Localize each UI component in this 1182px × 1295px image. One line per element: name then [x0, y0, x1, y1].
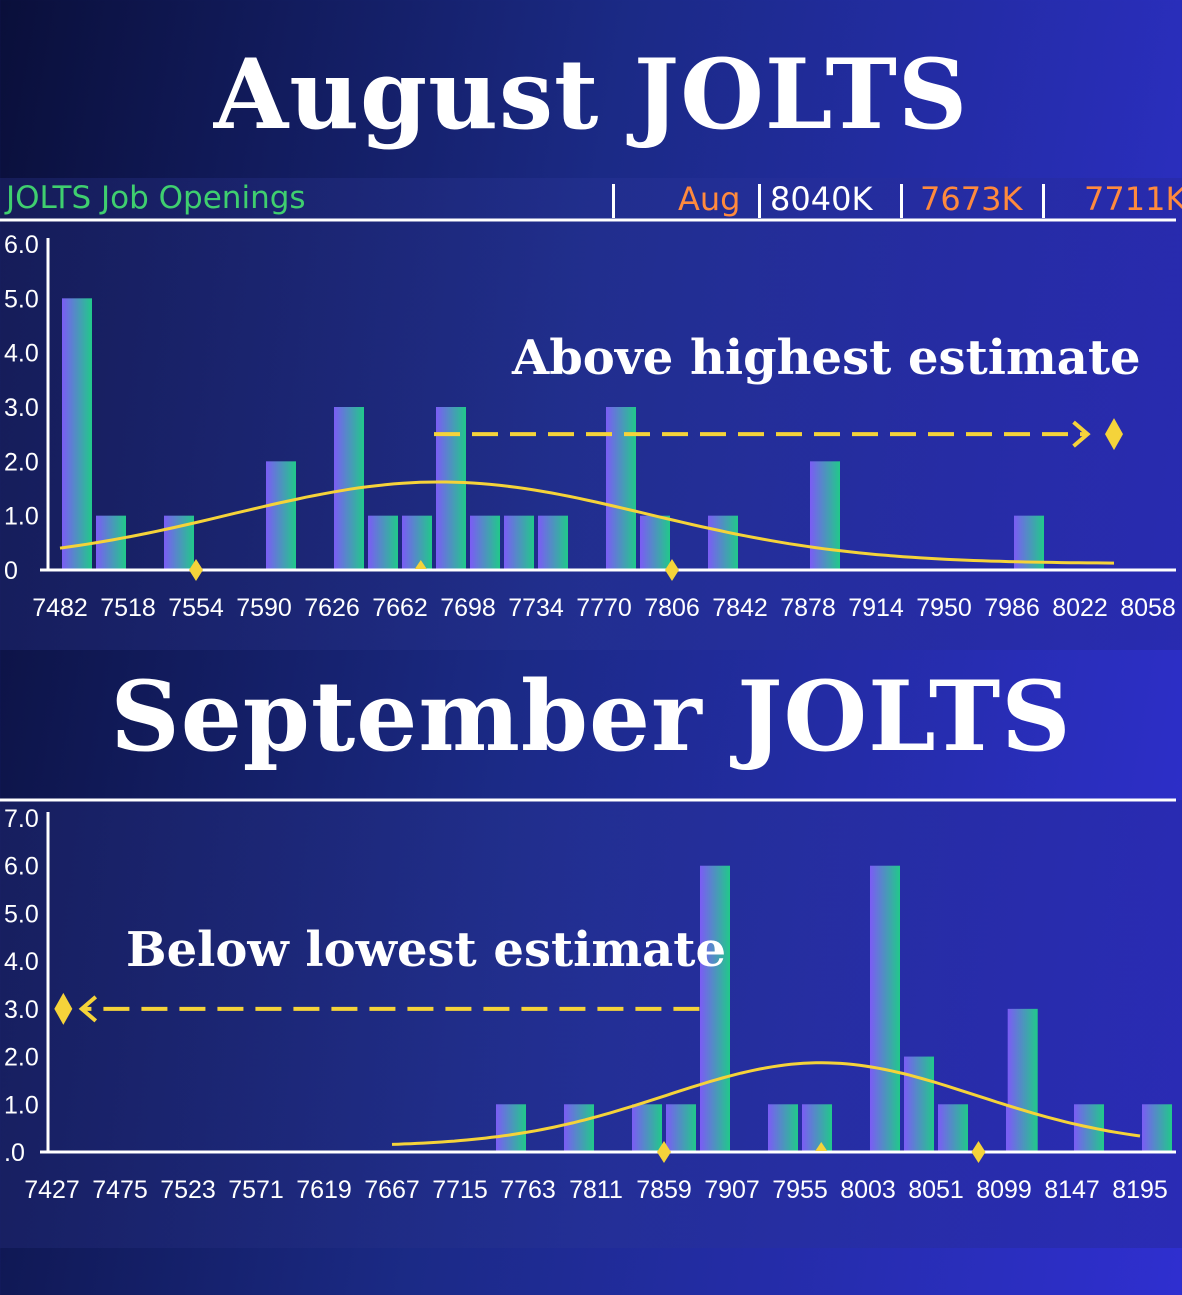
y-tick-label: 1.0 — [4, 1091, 39, 1119]
histogram-bar — [666, 1104, 696, 1152]
august-annotation: Above highest estimate — [512, 330, 1141, 386]
consensus-marker — [414, 560, 427, 569]
x-tick-label: 7986 — [984, 594, 1040, 622]
y-tick-label: 2.0 — [4, 448, 39, 476]
histogram-bar — [504, 515, 534, 570]
y-tick-label: 1.0 — [4, 503, 39, 531]
histogram-bar — [62, 298, 92, 570]
x-tick-label: 7518 — [100, 594, 156, 622]
histogram-bar — [368, 515, 398, 570]
x-tick-label: 7475 — [92, 1176, 148, 1204]
y-tick-label: 5.0 — [4, 285, 39, 313]
histogram-bar — [938, 1104, 968, 1152]
y-tick-label: .0 — [4, 1139, 25, 1167]
header-divider — [612, 184, 615, 218]
x-tick-label: 8022 — [1052, 594, 1108, 622]
header-divider — [1042, 184, 1045, 218]
x-tick-label: 7427 — [24, 1176, 80, 1204]
x-tick-label: 7523 — [160, 1176, 216, 1204]
x-tick-label: 7811 — [569, 1176, 623, 1204]
x-tick-label: 8058 — [1120, 594, 1176, 622]
month-label: Aug — [678, 180, 741, 218]
histogram-bar — [904, 1056, 934, 1152]
arrow-head — [78, 995, 98, 1023]
y-tick-label: 7.0 — [4, 805, 39, 833]
x-tick-label: 7590 — [236, 594, 292, 622]
histogram-bar — [402, 515, 432, 570]
previous-value: 7711K — [1084, 180, 1182, 218]
series-name-label: JOLTS Job Openings — [6, 180, 306, 216]
x-tick-label: 8003 — [840, 1176, 896, 1204]
x-tick-label: 7763 — [500, 1176, 556, 1204]
histogram-bar — [700, 865, 730, 1152]
x-tick-label: 7907 — [704, 1176, 760, 1204]
x-tick-label: 7878 — [780, 594, 836, 622]
distribution-curve — [59, 480, 1115, 565]
estimate-marker — [971, 1141, 986, 1163]
x-tick-label: 7715 — [432, 1176, 488, 1204]
histogram-bar — [768, 1104, 798, 1152]
histogram-bar — [470, 515, 500, 570]
x-tick-label: 7662 — [372, 594, 428, 622]
x-tick-label: 7554 — [168, 594, 224, 622]
actual-value: 8040K — [770, 180, 873, 218]
histogram-bar — [810, 461, 840, 570]
estimate-marker — [657, 1141, 671, 1163]
histogram-bar — [564, 1104, 594, 1152]
x-tick-label: 8051 — [908, 1176, 964, 1204]
histogram-bar — [802, 1104, 832, 1152]
x-tick-label: 7482 — [32, 594, 88, 622]
x-tick-label: 7667 — [364, 1176, 420, 1204]
histogram-bar — [538, 515, 568, 570]
estimate-marker — [189, 559, 203, 581]
header-divider — [900, 184, 903, 218]
x-tick-label: 7770 — [576, 594, 632, 622]
arrow-head — [1072, 420, 1091, 448]
x-tick-label: 8099 — [976, 1176, 1032, 1204]
y-tick-label: 4.0 — [4, 948, 39, 976]
x-tick-label: 7806 — [644, 594, 700, 622]
x-tick-label: 7626 — [304, 594, 360, 622]
august-title: August JOLTS — [213, 38, 969, 151]
histogram-bar — [1142, 1104, 1172, 1152]
consensus-value: 7673K — [920, 180, 1023, 218]
y-tick-label: 6.0 — [4, 231, 39, 259]
histogram-bar — [640, 515, 670, 570]
x-tick-label: 7914 — [848, 594, 904, 622]
x-tick-label: 7619 — [296, 1176, 352, 1204]
histogram-bar — [632, 1104, 662, 1152]
actual-marker — [1105, 418, 1123, 451]
x-tick-label: 7950 — [916, 594, 972, 622]
september-title: September JOLTS — [110, 660, 1072, 773]
august-histogram: 0 1.0 2.0 3.0 4.0 5.0 6.0 7482 7518 7554 7590 7626 7… — [4, 231, 1176, 622]
y-tick-label: 4.0 — [4, 340, 39, 368]
header-divider — [758, 184, 761, 218]
histogram-bar — [1007, 1008, 1038, 1152]
x-tick-label: 7734 — [508, 594, 564, 622]
x-tick-label: 8195 — [1112, 1176, 1168, 1204]
consensus-marker — [815, 1142, 828, 1151]
y-tick-label: 5.0 — [4, 900, 39, 928]
x-tick-label: 7955 — [772, 1176, 828, 1204]
x-tick-label: 7571 — [228, 1176, 284, 1204]
x-tick-label: 7859 — [636, 1176, 692, 1204]
x-tick-label: 8147 — [1044, 1176, 1100, 1204]
x-tick-label: 7698 — [440, 594, 496, 622]
estimate-marker — [665, 559, 679, 581]
actual-marker — [54, 992, 73, 1025]
y-tick-label: 6.0 — [4, 853, 39, 881]
histogram-bar — [266, 461, 296, 570]
histogram-bar — [870, 865, 900, 1152]
y-tick-label: 3.0 — [4, 394, 39, 422]
histogram-bar — [496, 1104, 526, 1152]
x-tick-label: 7842 — [712, 594, 768, 622]
y-tick-label: 0 — [4, 557, 18, 585]
y-tick-label: 2.0 — [4, 1044, 39, 1072]
september-chart-panel — [0, 800, 1182, 1248]
september-annotation: Below lowest estimate — [126, 922, 726, 978]
y-tick-label: 3.0 — [4, 996, 39, 1024]
histogram-bar — [708, 515, 738, 570]
distribution-curve — [391, 1061, 1141, 1146]
